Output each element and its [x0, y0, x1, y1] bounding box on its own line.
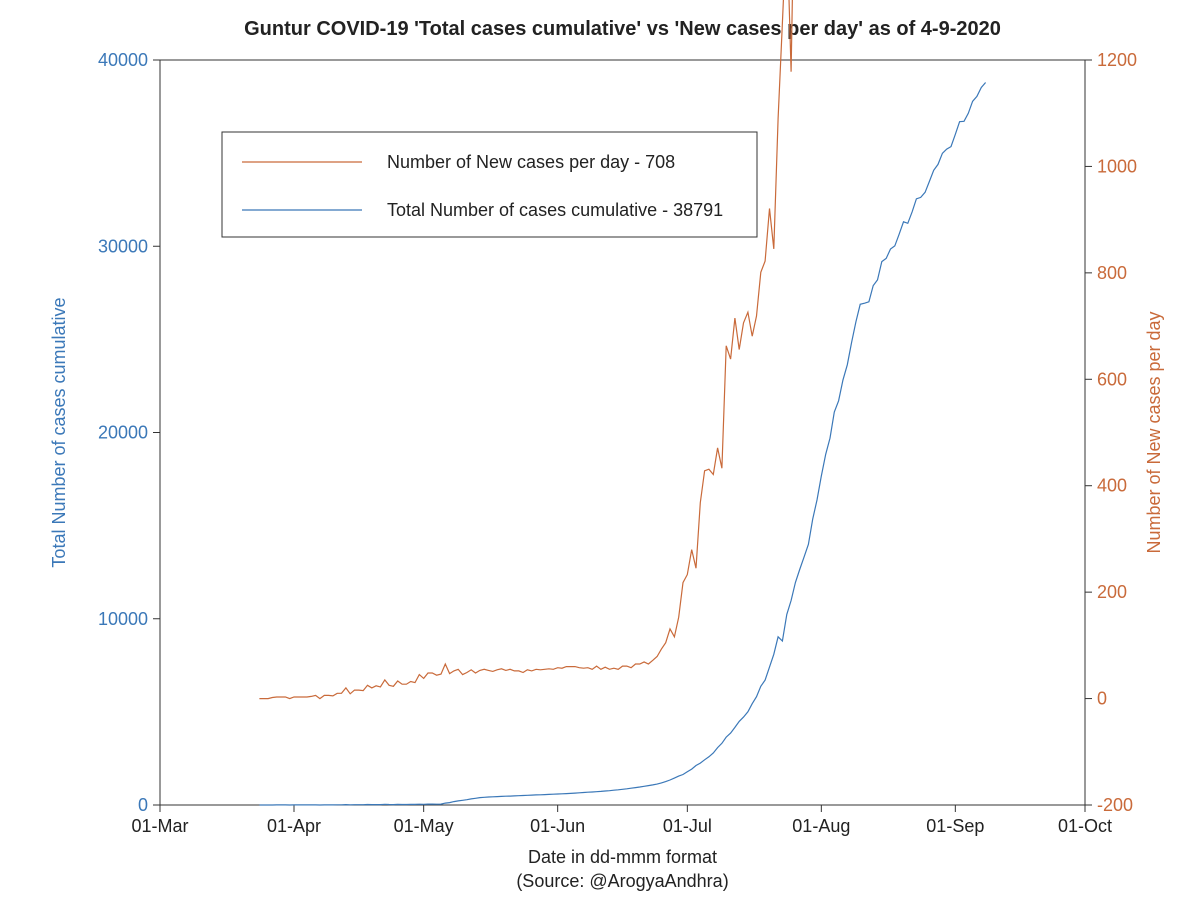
y-right-tick-label: 800 — [1097, 263, 1127, 283]
x-axis-label-1: Date in dd-mmm format — [528, 847, 717, 867]
y-left-tick-label: 20000 — [98, 423, 148, 443]
x-tick-label: 01-Oct — [1058, 816, 1112, 836]
legend-label-newcases: Number of New cases per day - 708 — [387, 152, 675, 172]
x-tick-label: 01-Jul — [663, 816, 712, 836]
y-left-tick-label: 40000 — [98, 50, 148, 70]
y-right-tick-label: 0 — [1097, 689, 1107, 709]
x-tick-label: 01-Mar — [131, 816, 188, 836]
y-right-tick-label: 600 — [1097, 369, 1127, 389]
x-tick-label: 01-Aug — [792, 816, 850, 836]
y-left-tick-label: 30000 — [98, 236, 148, 256]
chart-svg: Guntur COVID-19 'Total cases cumulative'… — [0, 0, 1200, 900]
y-right-axis-label: Number of New cases per day — [1144, 311, 1164, 553]
y-right-tick-label: -200 — [1097, 795, 1133, 815]
x-tick-label: 01-Sep — [926, 816, 984, 836]
legend-box — [222, 132, 757, 237]
y-right-tick-label: 1200 — [1097, 50, 1137, 70]
x-tick-label: 01-Jun — [530, 816, 585, 836]
y-left-tick-label: 10000 — [98, 609, 148, 629]
y-left-tick-label: 0 — [138, 795, 148, 815]
y-left-axis-label: Total Number of cases cumulative — [49, 297, 69, 567]
x-tick-label: 01-Apr — [267, 816, 321, 836]
y-right-tick-label: 400 — [1097, 476, 1127, 496]
legend-label-cumulative: Total Number of cases cumulative - 38791 — [387, 200, 723, 220]
chart-container: Guntur COVID-19 'Total cases cumulative'… — [0, 0, 1200, 900]
x-axis-label-2: (Source: @ArogyaAndhra) — [516, 871, 728, 891]
x-tick-label: 01-May — [394, 816, 454, 836]
chart-title: Guntur COVID-19 'Total cases cumulative'… — [244, 18, 1001, 40]
new-cases-line — [259, 0, 994, 699]
y-right-tick-label: 200 — [1097, 582, 1127, 602]
y-right-tick-label: 1000 — [1097, 156, 1137, 176]
